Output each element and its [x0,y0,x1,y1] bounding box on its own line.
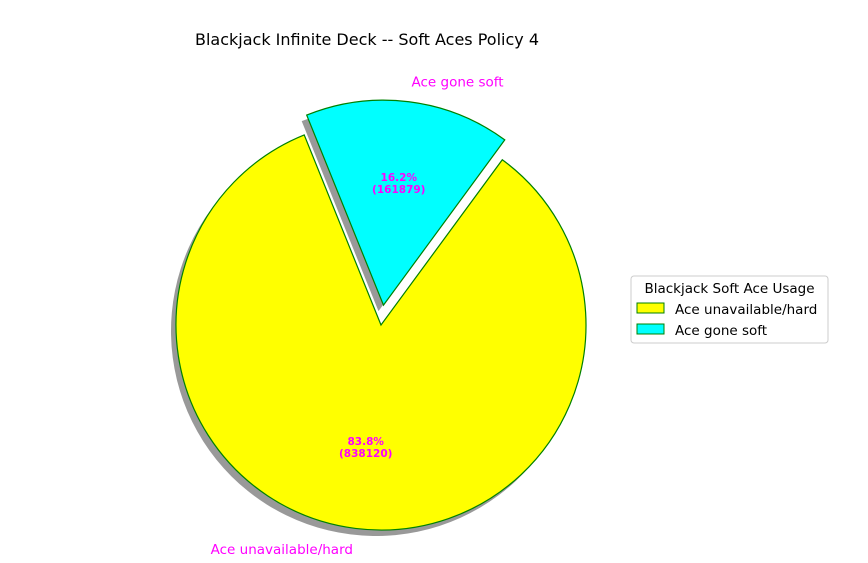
legend-swatch-soft [636,323,665,335]
legend-swatch-hard [636,302,665,314]
slice-count-ace-gone-soft: (161879) [372,184,425,196]
slice-count-ace-unavailable-hard: (838120) [339,448,392,460]
pie-slices [175,99,587,531]
slice-percent-ace-unavailable-hard: 83.8% [347,436,384,448]
legend: Blackjack Soft Ace Usage Ace unavailable… [630,275,829,344]
slice-percent-ace-gone-soft: 16.2% [381,172,418,184]
slice-label-ace-gone-soft: Ace gone soft [412,74,504,90]
legend-title: Blackjack Soft Ace Usage [644,281,814,297]
slice-ace-unavailable-hard [175,134,587,531]
slice-label-ace-unavailable-hard: Ace unavailable/hard [211,542,353,558]
legend-label-soft: Ace gone soft [675,323,767,339]
chart-title: Blackjack Infinite Deck -- Soft Aces Pol… [195,30,539,49]
legend-frame [630,275,829,344]
slice-labels: Ace unavailable/hard 83.8%(838120) Ace gon… [211,74,504,557]
legend-label-hard: Ace unavailable/hard [675,302,817,318]
slice-ace-gone-soft [305,99,506,307]
